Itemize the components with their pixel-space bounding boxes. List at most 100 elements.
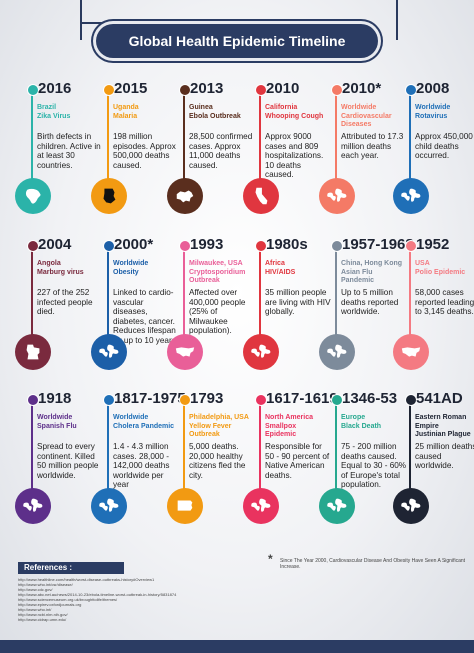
timeline-connector (31, 242, 33, 346)
timeline-connector (335, 86, 337, 190)
timeline-description: Affected over 400,000 people (25% of Mil… (189, 288, 246, 335)
timeline-label: Philadelphia, USA Yellow Fever Outbreak (189, 414, 249, 438)
timeline-connector (31, 86, 33, 190)
reference-link[interactable]: http://www.ncbi.nlm.nih.gov/ (18, 612, 68, 617)
timeline-description: Approx 9000 cases and 809 hospitalizatio… (265, 132, 324, 179)
world-map-icon (243, 488, 279, 524)
timeline-description: 25 million deaths caused worldwide. (415, 442, 474, 470)
timeline-dot (27, 240, 39, 252)
timeline-connector (31, 396, 33, 500)
reference-link[interactable]: http://www.who.int/ (18, 607, 52, 612)
timeline-connector (107, 242, 109, 346)
timeline-description: Birth defects in children. Active in at … (37, 132, 101, 170)
timeline-year: 1346-53 (342, 390, 398, 407)
timeline-description: 1.4 - 4.3 million cases. 28,000 - 142,00… (113, 442, 170, 489)
usa-map-icon (393, 334, 429, 370)
timeline-dot (27, 84, 39, 96)
timeline-year: 2016 (38, 80, 72, 97)
timeline-label: Worldwide Rotavirus (415, 104, 451, 120)
timeline-dot (179, 84, 191, 96)
world-map-icon (393, 178, 429, 214)
timeline-label: Worldwide Cardiovascular Diseases (341, 104, 392, 128)
timeline-dot (179, 394, 191, 406)
usa-map-icon (167, 334, 203, 370)
timeline-dot (331, 394, 343, 406)
timeline-label: Brazil Zika Virus (37, 104, 71, 120)
reference-link[interactable]: http://www.cidrap.umn.edu/ (18, 617, 67, 622)
timeline-description: Spread to every continent. Killed 50 mil… (37, 442, 99, 480)
references-section: References : http://www.healthline.com/h… (0, 553, 474, 653)
timeline-dot (331, 240, 343, 252)
timeline-label: California Whooping Cough (265, 104, 324, 120)
timeline-dot (27, 394, 39, 406)
timeline-description: Attributed to 17.3 million deaths each y… (341, 132, 404, 160)
reference-link[interactable]: http://www.cdc.gov/ (18, 587, 53, 592)
reference-link[interactable]: http://www.healthline.com/health/worst-d… (18, 577, 155, 582)
reference-link[interactable]: http://www.who.int/csr/disease/ (18, 582, 73, 587)
timeline-year: 2015 (114, 80, 148, 97)
decorative-line (80, 22, 350, 24)
timeline-connector (183, 396, 185, 500)
timeline-label: Worldwide Cholera Pandemic (113, 414, 175, 430)
timeline-dot (103, 84, 115, 96)
world-map-icon (319, 178, 355, 214)
angola-map-icon (15, 334, 51, 370)
timeline-description: Approx 450,000 child deaths occurred. (415, 132, 473, 160)
timeline-year: 1993 (190, 236, 224, 253)
timeline-dot (103, 394, 115, 406)
timeline-description: Linked to cardio- vascular diseases, dia… (113, 288, 179, 345)
timeline-label: China, Hong Kong Asian Flu Pandemic (341, 260, 403, 284)
timeline-year: 2008 (416, 80, 450, 97)
timeline-dot (255, 84, 267, 96)
timeline-connector (259, 242, 261, 346)
references-title: References : (18, 562, 124, 574)
reference-link[interactable]: http://www.abc.net.au/news/2014-10-23/eb… (18, 592, 177, 597)
brazil-map-icon (15, 178, 51, 214)
timeline-label: Milwaukee, USA Cryptosporidium Outbreak (189, 260, 246, 284)
timeline-connector (259, 396, 261, 500)
timeline-label: Worldwide Obesity (113, 260, 149, 276)
uganda-map-icon (91, 178, 127, 214)
timeline-description: 35 million people are living with HIV gl… (265, 288, 331, 316)
timeline-dot (255, 394, 267, 406)
timeline-year: 1793 (190, 390, 224, 407)
timeline-label: Worldwide Spanish Flu (37, 414, 77, 430)
timeline-year: 2010 (266, 80, 300, 97)
timeline-year: 1817-1975 (114, 390, 186, 407)
timeline-year: 1952 (416, 236, 450, 253)
world-map-icon (91, 334, 127, 370)
timeline-year: 1918 (38, 390, 72, 407)
timeline-label: USA Polio Epidemic (415, 260, 466, 276)
world-map-icon (243, 334, 279, 370)
timeline-label: Uganda Malaria (113, 104, 139, 120)
timeline-year: 2010* (342, 80, 382, 97)
timeline-connector (183, 242, 185, 346)
footnote-star: * (268, 552, 273, 566)
decorative-line (80, 0, 82, 40)
timeline-connector (259, 86, 261, 190)
reference-link[interactable]: http://www.sciencemuseum.org.uk/broughtt… (18, 597, 118, 602)
pennsylvania-map-icon (167, 488, 203, 524)
timeline-description: 227 of the 252 infected people died. (37, 288, 93, 316)
timeline-year: 1957-1968 (342, 236, 414, 253)
world-map-icon (91, 488, 127, 524)
timeline-description: Up to 5 million deaths reported worldwid… (341, 288, 399, 316)
timeline-label: Europe Black Death (341, 414, 382, 430)
timeline-connector (183, 86, 185, 190)
reference-link[interactable]: http://www.epirev.oxfordjournals.org (18, 602, 82, 607)
timeline-year: 2000* (114, 236, 154, 253)
world-map-icon (319, 488, 355, 524)
timeline-connector (335, 242, 337, 346)
timeline-label: Eastern Roman Empire Justinian Plague (415, 414, 471, 438)
timeline-description: 198 million episodes. Approx 500,000 dea… (113, 132, 176, 170)
world-map-icon (393, 488, 429, 524)
california-map-icon (243, 178, 279, 214)
timeline-dot (103, 240, 115, 252)
timeline-year: 1980s (266, 236, 308, 253)
timeline-dot (179, 240, 191, 252)
timeline-year: 541AD (416, 390, 463, 407)
timeline-label: Guinea Ebola Outbreak (189, 104, 241, 120)
timeline-dot (405, 394, 417, 406)
footnote-text: Since The Year 2000, Cardiovascular Dise… (280, 558, 466, 570)
timeline-label: Africa HIV/AIDS (265, 260, 296, 276)
